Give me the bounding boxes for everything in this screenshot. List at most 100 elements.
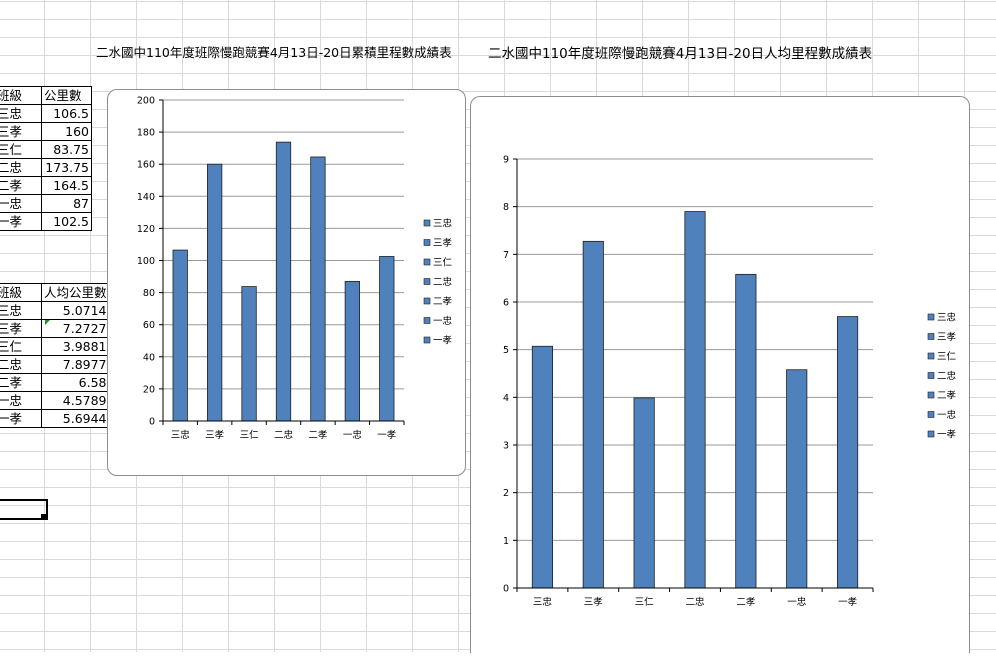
chart1-ytick-label: 80 [143, 288, 155, 299]
chart2-xtick-label: 三仁 [635, 596, 655, 608]
chart1-bar [379, 256, 395, 422]
cell-class[interactable]: 三忠 [0, 104, 42, 123]
chart2-legend-swatch [927, 352, 935, 360]
chart1-ytick-label: 60 [143, 320, 155, 331]
cell-km[interactable]: 173.75 [41, 158, 92, 177]
table-row: 一忠 4.5789 [0, 391, 110, 410]
table-row: 二孝 6.58 [0, 373, 110, 392]
chart1-legend-label: 三忠 [433, 219, 453, 230]
chart-title-per-capita: 二水國中110年度班際慢跑競賽4月13日-20日人均里程數成績表 [488, 46, 873, 62]
chart1-ytick-label: 120 [137, 224, 155, 235]
table-row: 三孝 160 [0, 122, 92, 141]
chart2-ytick-label: 4 [503, 393, 509, 404]
cell-km[interactable]: 87 [41, 194, 92, 213]
chart1-bar [207, 163, 223, 422]
header-class[interactable]: 班級 [0, 86, 42, 105]
cell-class[interactable]: 二孝 [0, 176, 42, 195]
cell-class[interactable]: 二忠 [0, 355, 42, 374]
chart2-bar [836, 316, 859, 589]
cell-avg-km[interactable]: 5.0714 [41, 301, 110, 320]
chart2-bar [735, 273, 757, 589]
cell-class[interactable]: 一忠 [0, 391, 42, 410]
chart2-ytick-label: 3 [503, 441, 509, 452]
chart1-ytick-label: 0 [149, 417, 155, 428]
cell-km[interactable]: 160 [41, 122, 92, 141]
cell-class[interactable]: 二忠 [0, 158, 42, 177]
cell-avg-km[interactable]: 7.8977 [41, 355, 110, 374]
chart1-xtick-label: 三仁 [240, 429, 260, 441]
chart-total-km-svg: 020406080100120140160180200三忠 三孝 三仁 二忠 二孝 一忠一… [137, 96, 453, 442]
chart1-xtick-label: 一忠 [343, 430, 363, 441]
header-avg-km[interactable]: 人均公里數 [41, 283, 110, 302]
cell-km[interactable]: 164.5 [41, 176, 92, 195]
chart2-bar [633, 397, 655, 589]
chart1-bar [310, 156, 326, 422]
cell-km[interactable]: 83.75 [41, 140, 92, 159]
chart1-legend-swatch [423, 297, 431, 305]
header-km[interactable]: 公里數 [41, 86, 92, 105]
chart1-legend-swatch [423, 336, 431, 344]
chart1-ytick-label: 100 [137, 256, 155, 267]
chart1-legend-label: 一孝 [433, 336, 453, 347]
cell-avg-km[interactable]: 7.2727 [41, 319, 110, 338]
chart1-legend-label: 三孝 [433, 238, 453, 249]
chart2-xtick-label: 二孝 [736, 597, 756, 608]
chart2-legend-label: 二忠 [937, 371, 957, 382]
chart1-xtick-label: 一孝 [377, 430, 397, 441]
chart2-ytick-label: 8 [503, 202, 509, 213]
chart1-bar [241, 286, 257, 422]
cell-km[interactable]: 102.5 [41, 212, 92, 231]
table-row: 三仁 3.9881 [0, 337, 110, 356]
chart2-ytick-label: 7 [503, 250, 509, 261]
chart2-ytick-label: 1 [503, 536, 509, 547]
cell-class[interactable]: 一忠 [0, 194, 42, 213]
table-row: 二忠 173.75 [0, 158, 92, 177]
chart1-ytick-label: 160 [137, 160, 155, 171]
table-row: 三忠 5.0714 [0, 301, 110, 320]
chart2-bar [531, 345, 553, 589]
cell-avg-km[interactable]: 5.6944 [41, 409, 110, 428]
cell-class[interactable]: 三仁 [0, 140, 42, 159]
chart1-bar [344, 280, 360, 422]
header-class[interactable]: 班級 [0, 283, 42, 302]
chart1-legend-label: 一忠 [433, 316, 453, 327]
chart2-xtick-label: 二忠 [685, 597, 705, 608]
chart-title-cumulative: 二水國中110年度班際慢跑競賽4月13日-20日累積里程數成績表 [96, 45, 452, 60]
chart2-legend-label: 一孝 [937, 430, 957, 441]
active-cell-selection[interactable] [0, 499, 48, 520]
chart1-ytick-label: 200 [137, 96, 155, 107]
cell-class[interactable]: 三仁 [0, 337, 42, 356]
cell-class[interactable]: 三忠 [0, 301, 42, 320]
chart1-xtick-label: 三孝 [205, 430, 225, 441]
cell-class[interactable]: 一孝 [0, 409, 42, 428]
chart2-legend-label: 三仁 [937, 351, 957, 363]
chart2-legend-label: 三忠 [937, 313, 957, 324]
chart2-legend-swatch [927, 313, 935, 321]
chart1-legend-label: 三仁 [433, 257, 453, 269]
cell-class[interactable]: 三孝 [0, 319, 42, 338]
chart-total-km[interactable]: 0 20 40 60 80 100 120 140 160 180 200 三忠 三孝 三仁 二忠 二孝 一忠一… [107, 89, 466, 476]
cell-class[interactable]: 二孝 [0, 373, 42, 392]
chart1-xtick-label: 二忠 [274, 430, 294, 441]
table-header-row: 班級 公里數 [0, 86, 92, 105]
cell-avg-km[interactable]: 6.58 [41, 373, 110, 392]
chart2-ytick-label: 2 [503, 488, 509, 499]
chart-avg-km[interactable]: 0 1 2 3 4 5 6 7 8 9 三忠 三孝 三仁 二忠 二孝 一忠 一孝 三忠 三孝 三仁 二忠 二孝 一忠 一孝 [470, 96, 970, 653]
chart1-ytick-label: 180 [137, 128, 155, 139]
cell-avg-km[interactable]: 4.5789 [41, 391, 110, 410]
chart1-legend-swatch [423, 317, 431, 324]
chart2-legend-label: 三孝 [937, 332, 957, 343]
table-row: 二忠 7.8977 [0, 355, 110, 374]
table-row: 三忠 106.5 [0, 104, 92, 123]
chart1-legend-label: 二孝 [433, 297, 453, 308]
chart2-xtick-label: 三忠 [533, 597, 553, 608]
cell-class[interactable]: 三孝 [0, 122, 42, 141]
cell-class[interactable]: 一孝 [0, 212, 42, 231]
chart2-legend-swatch [927, 411, 935, 418]
cell-avg-km[interactable]: 3.9881 [41, 337, 110, 356]
chart2-bar [582, 240, 604, 589]
chart2-xtick-label: 一忠 [787, 597, 807, 608]
fill-handle[interactable] [41, 514, 46, 519]
cell-km[interactable]: 106.5 [41, 104, 92, 123]
table-row: 一孝 5.6944 [0, 409, 110, 428]
